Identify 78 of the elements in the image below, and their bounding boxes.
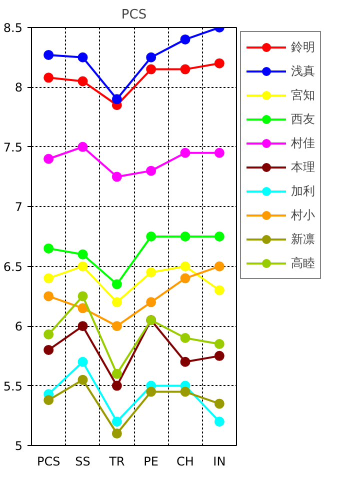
point [214,285,224,296]
point [78,52,88,62]
point [78,142,88,152]
y-tick-label: 7.5 [3,140,23,154]
point [146,52,156,62]
y-tick-label: 8.5 [3,21,23,35]
y-tick-label: 7 [14,200,23,214]
point [112,172,122,182]
point [78,303,88,314]
y-tick-label: 5.5 [3,379,23,394]
point [180,34,190,44]
point [214,398,224,409]
point [180,386,190,397]
legend-label: 高睦 [291,254,315,272]
point [78,291,88,302]
chart-title: PCS [121,8,147,22]
point [146,267,156,278]
point [214,58,224,68]
point [180,232,190,242]
point [146,64,156,74]
point [44,154,54,164]
point [44,291,54,302]
legend-label: 浅真 [291,62,315,80]
point [146,297,156,308]
point [112,380,122,391]
y-tick-label: 8 [14,80,23,95]
point [180,333,190,344]
x-tick-label: TR [108,454,125,468]
point [214,232,224,242]
point [180,261,190,272]
point [112,428,122,439]
point [112,321,122,332]
x-tick-label: CH [176,454,194,468]
point [214,338,224,349]
x-tick-label: PCS [36,454,60,468]
point [214,350,224,361]
point [112,416,122,427]
legend-label: 村小 [291,206,315,224]
y-tick-label: 5 [14,439,23,453]
point [78,374,88,385]
point [146,232,156,242]
point [44,329,54,340]
point [112,368,122,379]
y-tick-label: 6 [14,320,23,334]
y-tick-label: 6.5 [3,260,23,274]
point [180,273,190,284]
point [112,297,122,308]
point [180,64,190,74]
point [44,50,54,60]
legend-label: 宮知 [291,86,315,104]
legend-label: 村佳 [291,134,315,152]
point [44,72,54,83]
point [112,94,122,104]
point [44,344,54,355]
point [214,148,224,158]
point [214,416,224,427]
legend-label: 加利 [291,182,315,200]
point [146,166,156,176]
x-tick-label: SS [75,454,90,468]
legend-label: 本理 [291,158,315,176]
point [146,386,156,397]
legend-label: 新凛 [291,230,315,248]
point [112,279,122,290]
point [180,356,190,367]
point [78,76,88,86]
point [44,395,54,406]
x-tick-label: PE [144,454,158,468]
point [214,261,224,272]
legend-label: 鈴明 [291,38,315,56]
point [44,273,54,284]
point [78,356,88,367]
point [78,321,88,332]
point [180,148,190,158]
x-tick-label: IN [213,454,226,468]
point [78,249,88,260]
point [44,243,54,254]
legend-label: 西友 [291,110,315,128]
point [78,261,88,272]
